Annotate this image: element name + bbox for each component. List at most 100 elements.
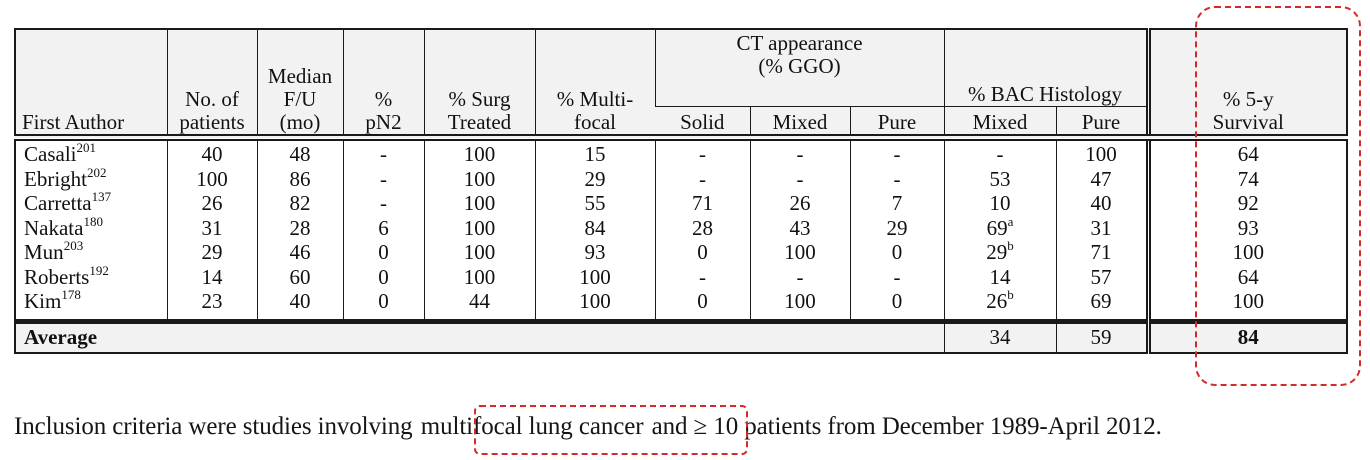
table-row: Carretta137 26 82-100 55 71 26 7 10 40 92 bbox=[15, 190, 1348, 217]
cell-patients: 29 bbox=[166, 241, 257, 266]
cell-solid: 28 bbox=[654, 216, 750, 241]
cell-bac-mixed: 26b bbox=[943, 288, 1056, 321]
average-label: Average bbox=[15, 318, 944, 353]
cell-pure: - bbox=[849, 137, 944, 168]
cell-bac-pure: 100 bbox=[1055, 137, 1149, 168]
cell-pure: 0 bbox=[849, 241, 944, 266]
cell-mixed: 26 bbox=[749, 192, 850, 217]
cell-bac-pure: 47 bbox=[1055, 167, 1149, 192]
subheader-row: Solid Mixed Pure Mixed Pure bbox=[15, 106, 1347, 141]
cell-pure: 29 bbox=[849, 216, 944, 241]
cell-multi: 15 bbox=[534, 137, 655, 168]
header-row: First Author No. of patients Median F/U (mo… bbox=[15, 29, 1348, 141]
cell-pure: - bbox=[849, 167, 944, 192]
header-pn2: % pN2 bbox=[342, 29, 424, 141]
table-body: Casali201 40 48-100 15- - - -100 64 Ebright202 10… bbox=[15, 137, 1348, 321]
cell-surg: 44 bbox=[423, 290, 535, 321]
cell-bac-mixed: 53 bbox=[943, 167, 1056, 192]
cell-fu: 48 bbox=[256, 137, 343, 168]
cell-pn2: 0 bbox=[342, 241, 424, 266]
cell-pure: - bbox=[849, 265, 944, 290]
cell-author: Nakata180 bbox=[24, 213, 103, 240]
caption-before: Inclusion criteria were studies involvin… bbox=[14, 413, 413, 440]
cell-pn2: - bbox=[342, 167, 424, 192]
table-row: Mun203 29 46 0 100 93 0 100 0 29b 71 100 bbox=[15, 239, 1348, 266]
cell-bac-mixed: - bbox=[943, 137, 1056, 168]
cell-survival: 64 bbox=[1145, 265, 1348, 290]
cell-bac-mixed: 10 bbox=[943, 192, 1056, 217]
average-bac-pure: 59 bbox=[1055, 318, 1149, 353]
cell-bac-mixed: 29b bbox=[943, 239, 1056, 266]
cell-survival: 92 bbox=[1145, 192, 1348, 217]
cell-mixed: - bbox=[749, 167, 850, 192]
cell-patients: 40 bbox=[166, 137, 257, 168]
cell-fu: 46 bbox=[256, 241, 343, 266]
cell-solid: 0 bbox=[654, 241, 750, 266]
cell-fu: 82 bbox=[256, 192, 343, 217]
header-ct-solid: Solid bbox=[655, 106, 750, 141]
cell-fu: 86 bbox=[256, 167, 343, 192]
cell-survival: 100 bbox=[1145, 241, 1348, 266]
cell-mixed: 100 bbox=[749, 290, 850, 321]
average-survival: 84 bbox=[1145, 318, 1348, 353]
cell-patients: 14 bbox=[166, 265, 257, 290]
cell-surg: 100 bbox=[423, 167, 535, 192]
cell-pn2: 0 bbox=[342, 265, 424, 290]
header-survival: % 5-y Survival bbox=[1145, 29, 1348, 141]
header-multifocal: % Multi-focal bbox=[534, 29, 655, 141]
cell-pure: 7 bbox=[849, 192, 944, 217]
cell-fu: 40 bbox=[256, 290, 343, 321]
cell-patients: 23 bbox=[166, 290, 257, 321]
cell-survival: 74 bbox=[1145, 167, 1348, 192]
cell-bac-mixed: 14 bbox=[943, 265, 1056, 290]
cell-solid: 0 bbox=[654, 290, 750, 321]
cell-pn2: - bbox=[342, 137, 424, 168]
table-row: Nakata180 31 28 6 100 84 28 43 29 69a 31 93 bbox=[15, 213, 1348, 241]
table-row: Casali201 40 48-100 15- - - -100 64 bbox=[15, 137, 1348, 168]
cell-surg: 100 bbox=[423, 192, 535, 217]
cell-author: Kim178 bbox=[24, 287, 81, 313]
header-ct-group: CT appearance (% GGO) bbox=[654, 29, 944, 107]
table-row: Kim178 23 40 0 44 100 0 100 0 26b 69 100 bbox=[15, 287, 1348, 321]
cell-bac-pure: 31 bbox=[1055, 216, 1149, 241]
cell-pn2: 0 bbox=[342, 290, 424, 321]
table-row: Roberts192 14 60 0 100 100- - -14 57 64 bbox=[15, 262, 1348, 290]
cell-mixed: - bbox=[749, 137, 850, 168]
table-row: Ebright202 100 86-100 29- - -53 47 74 bbox=[15, 164, 1348, 192]
cell-bac-pure: 57 bbox=[1055, 265, 1149, 290]
cell-multi: 93 bbox=[534, 241, 655, 266]
cell-mixed: 100 bbox=[749, 241, 850, 266]
cell-author: Ebright202 bbox=[24, 164, 107, 191]
header-bac-group: % BAC Histology bbox=[943, 29, 1149, 107]
average-bac-mixed: 34 bbox=[943, 318, 1056, 353]
cell-bac-pure: 71 bbox=[1055, 241, 1149, 266]
caption-highlight: multifocal lung cancer bbox=[420, 413, 644, 440]
cell-surg: 100 bbox=[423, 216, 535, 241]
cell-multi: 29 bbox=[534, 167, 655, 192]
header-surg: % Surg Treated bbox=[423, 29, 535, 141]
header-bac-pure: Pure bbox=[1055, 106, 1149, 141]
cell-solid: - bbox=[654, 167, 750, 192]
header-median-fu: Median F/U (mo) bbox=[256, 29, 343, 141]
cell-surg: 100 bbox=[423, 137, 535, 168]
cell-surg: 100 bbox=[423, 241, 535, 266]
cell-pn2: 6 bbox=[342, 216, 424, 241]
cell-solid: - bbox=[654, 137, 750, 168]
cell-pn2: - bbox=[342, 192, 424, 217]
cell-solid: - bbox=[654, 265, 750, 290]
cell-multi: 84 bbox=[534, 216, 655, 241]
cell-fu: 28 bbox=[256, 216, 343, 241]
header-ct-pure: Pure bbox=[849, 106, 944, 141]
cell-multi: 100 bbox=[534, 265, 655, 290]
data-table: First Author No. of patients Median F/U (mo… bbox=[14, 28, 1349, 354]
header-bac-mixed: Mixed bbox=[943, 106, 1056, 141]
caption-after: and ≥ 10 patients from December 1989-Apr… bbox=[651, 413, 1162, 440]
cell-author: Casali201 bbox=[24, 140, 96, 166]
cell-fu: 60 bbox=[256, 265, 343, 290]
cell-author: Roberts192 bbox=[24, 262, 109, 289]
cell-surg: 100 bbox=[423, 265, 535, 290]
caption: Inclusion criteria were studies involvin… bbox=[14, 409, 1162, 445]
cell-patients: 31 bbox=[166, 216, 257, 241]
cell-patients: 100 bbox=[166, 167, 257, 192]
header-patients: No. of patients bbox=[166, 29, 257, 141]
